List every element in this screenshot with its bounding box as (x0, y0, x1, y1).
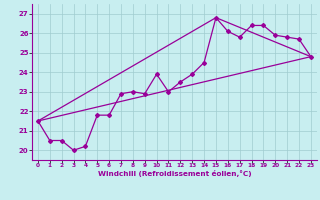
X-axis label: Windchill (Refroidissement éolien,°C): Windchill (Refroidissement éolien,°C) (98, 170, 251, 177)
